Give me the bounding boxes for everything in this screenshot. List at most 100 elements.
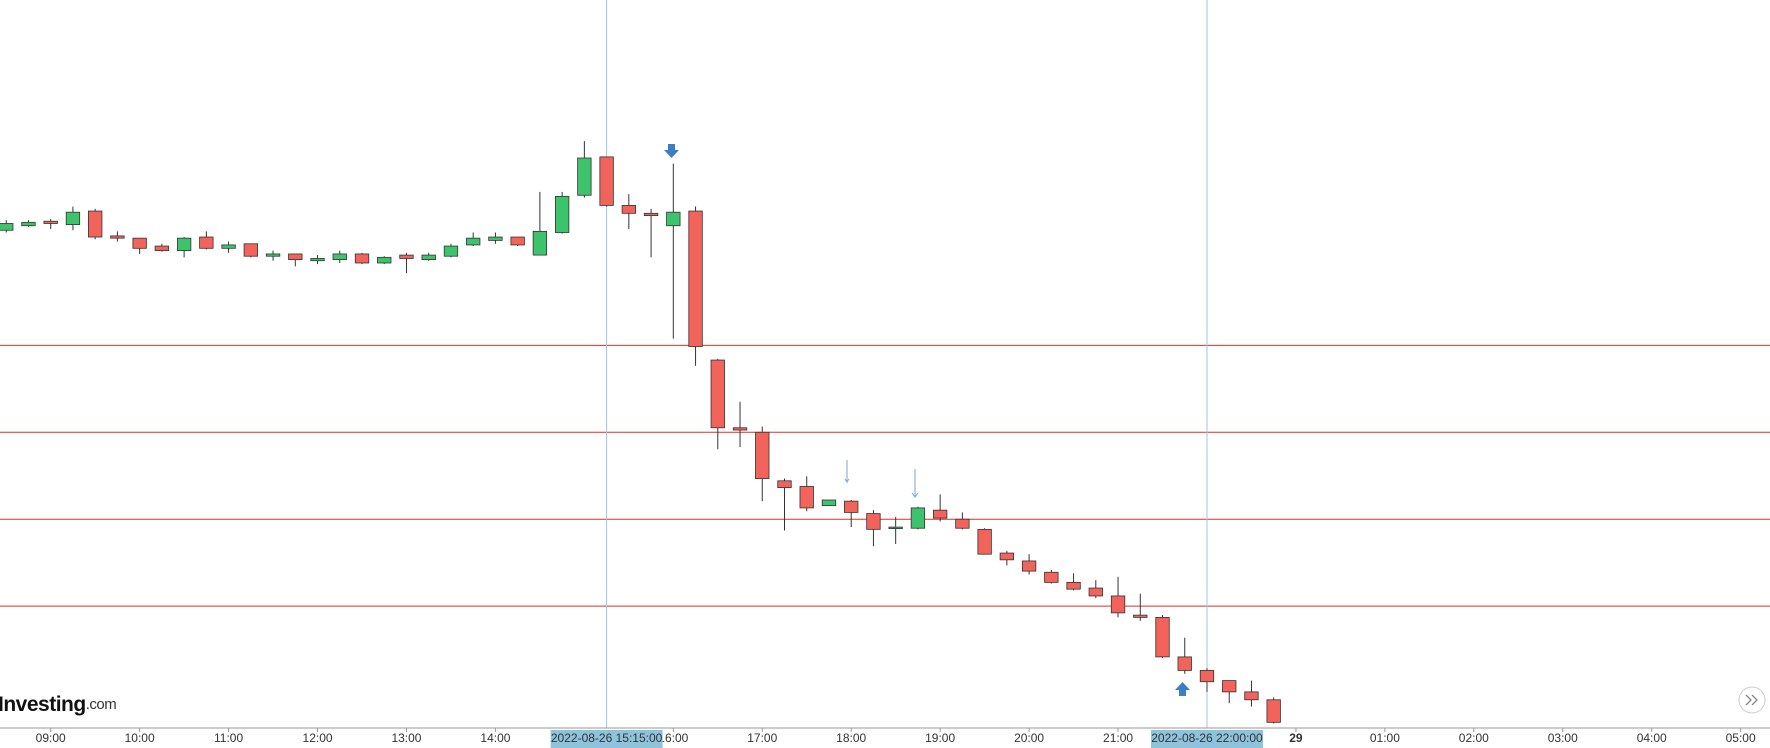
candle bbox=[777, 478, 792, 531]
x-tick-label: 05:00 bbox=[1726, 731, 1756, 745]
candle-body bbox=[399, 254, 414, 259]
candle-body bbox=[1155, 616, 1170, 658]
candle-body bbox=[554, 195, 570, 233]
candle-body bbox=[110, 235, 125, 239]
candle-body bbox=[88, 210, 103, 238]
candle-body bbox=[821, 499, 837, 507]
candle-body bbox=[1266, 699, 1281, 723]
candle bbox=[1021, 554, 1037, 575]
candle bbox=[1177, 637, 1192, 674]
candle bbox=[0, 220, 14, 233]
candle-body bbox=[1222, 680, 1237, 693]
x-tick-label: 04:00 bbox=[1637, 731, 1667, 745]
candle bbox=[1110, 576, 1126, 618]
candle-body bbox=[955, 518, 970, 529]
candle bbox=[755, 426, 770, 502]
candle-body bbox=[1244, 691, 1259, 701]
candle-body bbox=[1177, 656, 1192, 671]
x-tick-label: 10:00 bbox=[125, 731, 155, 745]
candle-body bbox=[932, 509, 948, 519]
x-tick-label: 02:00 bbox=[1459, 731, 1489, 745]
candle bbox=[466, 232, 481, 247]
x-tick-label: 11:00 bbox=[214, 731, 243, 745]
candle bbox=[821, 499, 837, 507]
crosshair-label-bg bbox=[1150, 730, 1263, 748]
candle-body bbox=[332, 253, 347, 260]
candle bbox=[999, 550, 1015, 566]
candle-body bbox=[510, 236, 525, 246]
candle-body bbox=[221, 244, 236, 249]
candle bbox=[288, 253, 303, 267]
candle-body bbox=[21, 221, 36, 227]
candle bbox=[643, 208, 659, 258]
candle-body bbox=[688, 210, 703, 347]
crosshair-label-bg bbox=[550, 730, 663, 748]
candle-body bbox=[732, 427, 748, 431]
candle bbox=[577, 141, 592, 198]
candle bbox=[977, 528, 992, 555]
candle bbox=[399, 252, 414, 274]
candle bbox=[1199, 668, 1215, 692]
candle-body bbox=[666, 211, 681, 227]
scroll-button-circle[interactable] bbox=[1738, 686, 1766, 714]
candle bbox=[421, 252, 436, 261]
candle bbox=[43, 218, 58, 230]
candle-body bbox=[1199, 670, 1215, 683]
candle bbox=[1155, 615, 1170, 659]
candle-body bbox=[43, 220, 58, 224]
hollow-arrow bbox=[844, 460, 919, 499]
candle-layer bbox=[0, 141, 1281, 724]
candle-body bbox=[176, 237, 192, 251]
candle-body bbox=[0, 223, 14, 231]
candle-body bbox=[866, 513, 881, 530]
scroll-button[interactable] bbox=[1738, 686, 1766, 714]
candle bbox=[176, 237, 192, 258]
logo-name: Investing.com bbox=[0, 693, 116, 716]
candle bbox=[1088, 580, 1103, 599]
candle-body bbox=[488, 236, 503, 241]
candle-body bbox=[532, 230, 548, 256]
candle bbox=[354, 252, 370, 265]
candle bbox=[132, 237, 147, 254]
candle-body bbox=[1088, 587, 1103, 597]
candle-body bbox=[1021, 560, 1037, 572]
scroll-button-icon[interactable] bbox=[1745, 694, 1758, 706]
candle-body bbox=[1110, 595, 1126, 614]
candle bbox=[332, 250, 347, 263]
signal-arrow bbox=[664, 144, 1190, 696]
candle bbox=[1266, 697, 1281, 724]
candle bbox=[732, 401, 748, 447]
crosshair-label: 2022-08-26 22:00:00 bbox=[1151, 731, 1263, 745]
candle bbox=[844, 500, 859, 528]
logo-name-text: Investing bbox=[0, 693, 86, 716]
candle bbox=[110, 231, 125, 242]
x-tick-label: 18:00 bbox=[836, 731, 866, 745]
candle-body bbox=[710, 359, 725, 429]
candle-body bbox=[910, 507, 926, 529]
candle bbox=[510, 236, 525, 247]
candle-body bbox=[65, 211, 81, 226]
candle bbox=[554, 191, 570, 234]
candle-body bbox=[1066, 582, 1081, 590]
x-tick-label: 29 bbox=[1289, 731, 1303, 745]
candle bbox=[1066, 573, 1081, 591]
candle bbox=[221, 241, 236, 253]
candle bbox=[443, 243, 459, 258]
candle bbox=[21, 220, 36, 227]
candle bbox=[888, 516, 903, 545]
candle-body bbox=[265, 253, 281, 257]
crosshair-label: 2022-08-26 15:15:00 bbox=[551, 731, 663, 745]
candle-body bbox=[577, 157, 592, 196]
x-tick-label: 17:00 bbox=[747, 731, 777, 745]
candle-body bbox=[199, 236, 214, 249]
x-tick-label: 19:00 bbox=[925, 731, 955, 745]
x-tick-label: 09:00 bbox=[36, 731, 66, 745]
candle-body bbox=[999, 552, 1015, 561]
candle-body bbox=[643, 212, 659, 216]
candle-body bbox=[421, 254, 436, 260]
candle bbox=[866, 510, 881, 547]
candle bbox=[688, 206, 703, 366]
candle-body bbox=[443, 245, 459, 257]
candle-body bbox=[288, 253, 303, 260]
